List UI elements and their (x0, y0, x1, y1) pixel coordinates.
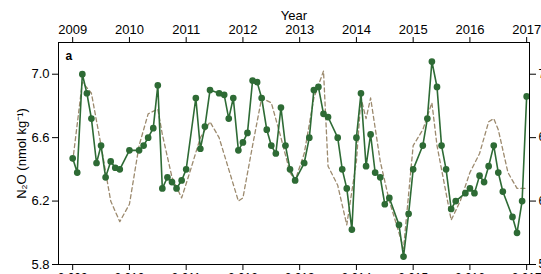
svg-text:6.6: 6.6 (31, 130, 49, 145)
svg-text:2,015: 2,015 (398, 271, 428, 274)
svg-text:6.2: 6.2 (31, 193, 49, 208)
svg-text:2015: 2015 (399, 22, 428, 37)
svg-text:2014: 2014 (342, 22, 371, 37)
svg-text:2,013: 2,013 (285, 271, 315, 274)
svg-text:2012: 2012 (228, 22, 257, 37)
svg-text:2013: 2013 (285, 22, 314, 37)
svg-text:2016: 2016 (455, 22, 484, 37)
svg-text:N₂O (nmol kg⁻¹): N₂O (nmol kg⁻¹) (14, 108, 29, 199)
svg-text:2011: 2011 (172, 22, 200, 37)
svg-text:2,016: 2,016 (455, 271, 485, 274)
svg-text:a: a (66, 49, 73, 63)
svg-text:Year: Year (281, 8, 308, 23)
svg-text:2,012: 2,012 (228, 271, 258, 274)
svg-text:6.6: 6.6 (539, 130, 541, 144)
svg-text:2,017: 2,017 (512, 271, 541, 274)
svg-text:2017: 2017 (512, 22, 541, 37)
svg-text:2,010: 2,010 (114, 271, 144, 274)
svg-text:2,011: 2,011 (172, 271, 201, 274)
svg-text:2,009: 2,009 (58, 271, 88, 274)
svg-text:5.8: 5.8 (539, 257, 541, 271)
svg-text:6.2: 6.2 (539, 194, 541, 208)
svg-text:2009: 2009 (58, 22, 87, 37)
svg-text:2010: 2010 (115, 22, 144, 37)
svg-text:7.0: 7.0 (539, 67, 541, 81)
svg-text:5.8: 5.8 (31, 257, 49, 272)
svg-text:7.0: 7.0 (31, 66, 49, 81)
svg-text:2,014: 2,014 (341, 271, 371, 274)
